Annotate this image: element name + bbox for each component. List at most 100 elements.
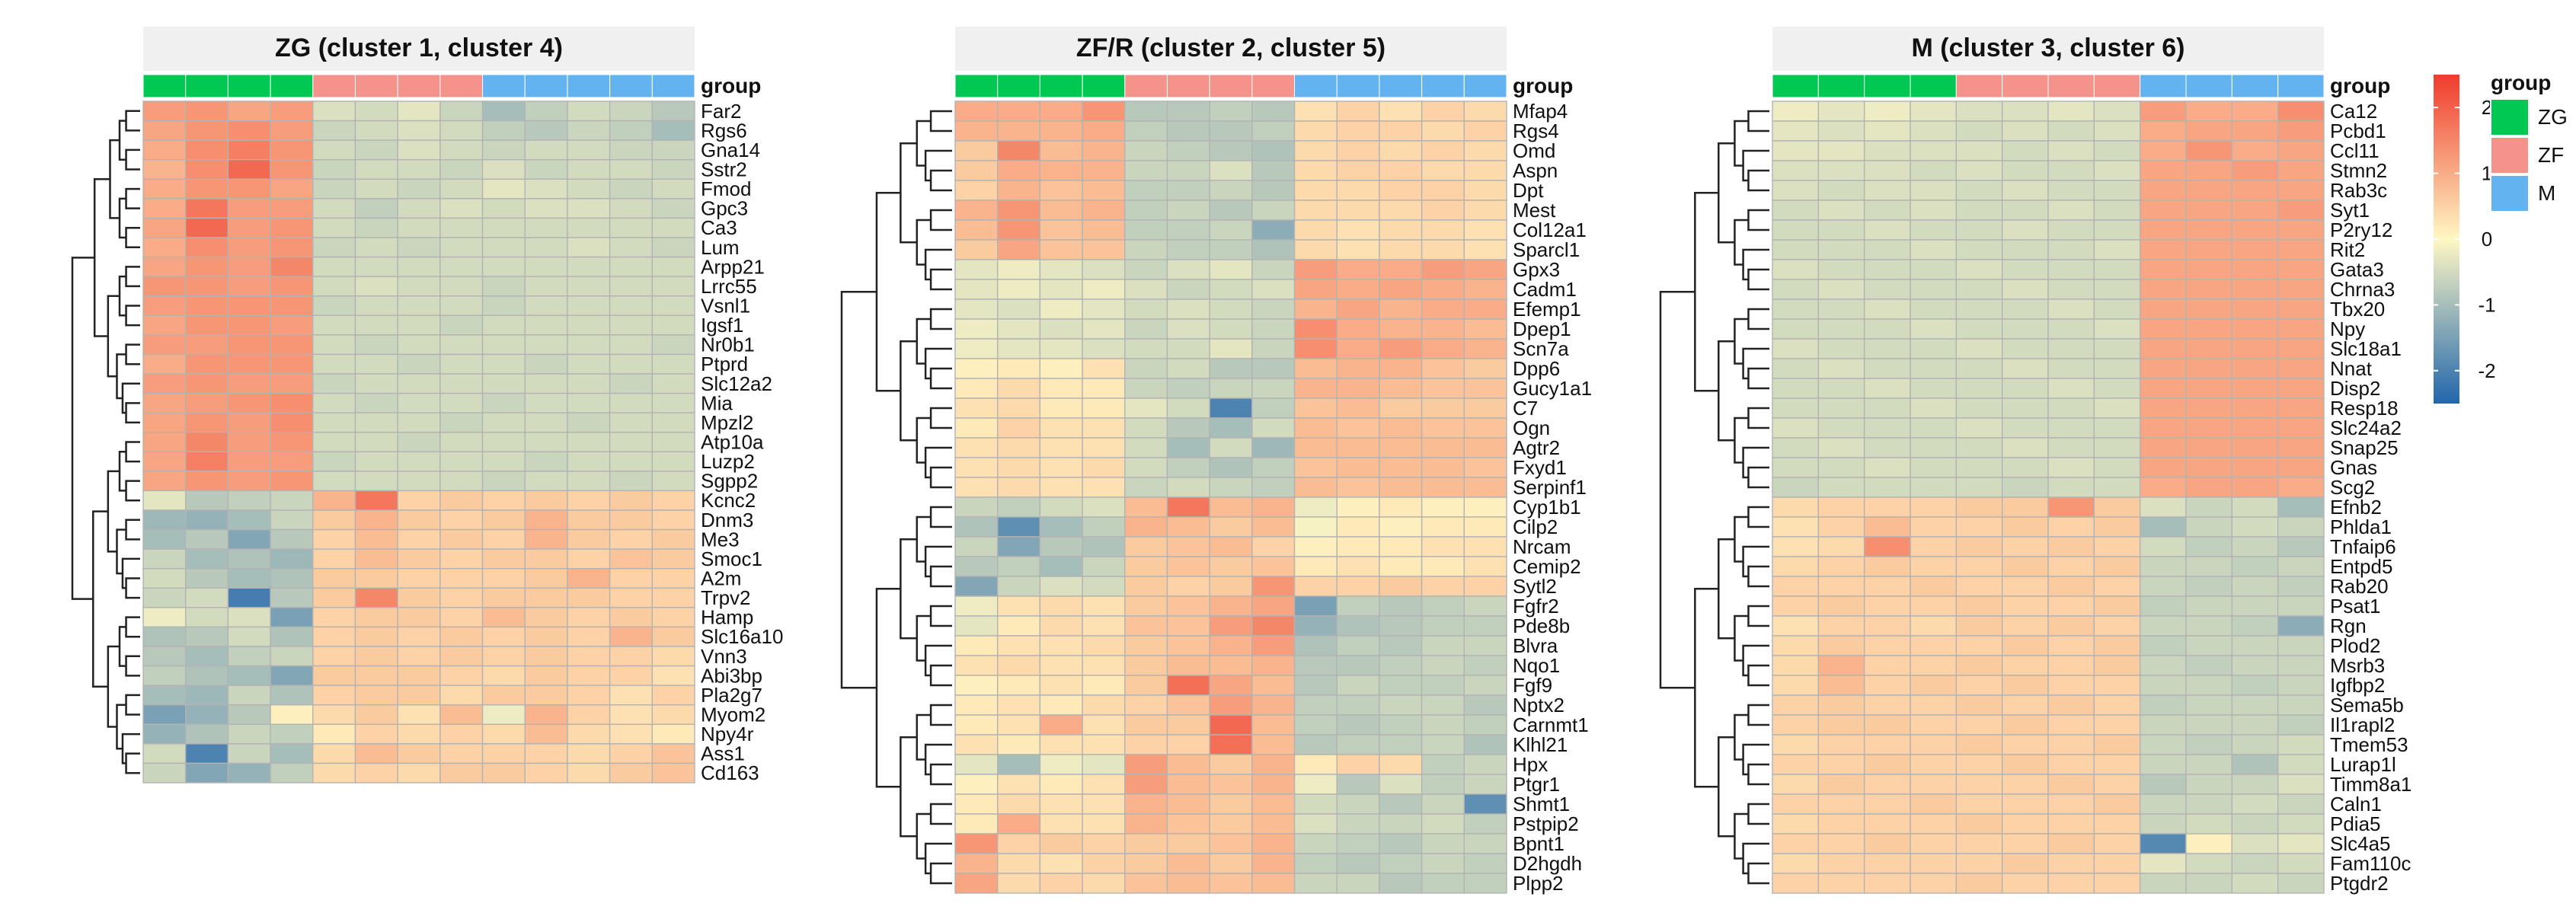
row-label: Sema5b — [2330, 694, 2404, 717]
heatmap-cell — [1910, 358, 1958, 379]
heatmap-cell — [2185, 120, 2233, 142]
heatmap-cell — [1463, 734, 1507, 755]
heatmap-cell — [1251, 734, 1296, 755]
heatmap-cell — [1293, 318, 1338, 340]
heatmap-cell — [1379, 180, 1423, 201]
heatmap-cell — [312, 626, 356, 647]
heatmap-cell — [1082, 318, 1126, 340]
heatmap-cell — [397, 314, 441, 336]
heatmap-cell — [1209, 477, 1253, 498]
heatmap-cell — [524, 509, 568, 531]
heatmap-cell — [2001, 556, 2049, 577]
heatmap-cell — [1955, 615, 2003, 637]
heatmap-cell — [1863, 496, 1911, 518]
dendrogram-branch — [924, 446, 952, 479]
dendrogram-branch — [116, 528, 126, 575]
heatmap-cell — [651, 178, 695, 199]
heatmap-cell — [2139, 437, 2187, 458]
heatmap-cell — [1166, 298, 1210, 320]
row-label: Dnm3 — [701, 509, 753, 531]
heatmap-cell — [1209, 813, 1253, 835]
color-scale-tick-label: 2 — [2482, 96, 2492, 119]
heatmap-cell — [312, 548, 356, 570]
heatmap-cell — [312, 334, 356, 356]
heatmap-cell — [1817, 793, 1865, 815]
heatmap-cell — [227, 432, 271, 452]
heatmap-cell — [2001, 378, 2049, 399]
row-label: Scn7a — [1513, 337, 1569, 360]
heatmap-cell — [2001, 734, 2049, 755]
heatmap-cell — [1039, 417, 1083, 439]
heatmap-cell — [2001, 358, 2049, 379]
heatmap-cell — [1772, 378, 1820, 399]
heatmap-cell — [567, 101, 611, 122]
heatmap-cell — [2139, 694, 2187, 716]
heatmap-cell — [524, 353, 568, 375]
heatmap-cell — [354, 509, 398, 531]
heatmap-cell — [2277, 219, 2325, 241]
heatmap-cell — [354, 139, 398, 161]
heatmap-cell — [481, 685, 526, 706]
heatmap-cell — [1379, 259, 1423, 280]
heatmap-cell — [2231, 516, 2279, 538]
heatmap-cell — [397, 120, 441, 141]
heatmap-cell — [1817, 417, 1865, 439]
heatmap-cell — [312, 665, 356, 686]
heatmap-cell — [1421, 298, 1465, 320]
heatmap-cell — [954, 873, 999, 894]
heatmap-cell — [1166, 477, 1210, 498]
group-annotation-cell — [2047, 74, 2095, 98]
heatmap-cell — [651, 256, 695, 277]
heatmap-cell — [1379, 417, 1423, 439]
heatmap-cell — [2139, 675, 2187, 696]
heatmap-cell — [2185, 556, 2233, 577]
row-label: C7 — [1513, 397, 1538, 420]
heatmap-cell — [1955, 358, 2003, 379]
heatmap-cell — [2047, 417, 2095, 439]
heatmap-cell — [1955, 754, 2003, 775]
heatmap-cell — [1955, 536, 2003, 557]
heatmap-cell — [312, 509, 356, 531]
heatmap-cell — [2001, 833, 2049, 854]
heatmap-cell — [2231, 694, 2279, 716]
heatmap-cell — [954, 675, 999, 696]
heatmap-cell — [1379, 556, 1423, 577]
row-label: Abi3bp — [701, 664, 762, 687]
heatmap-cell — [1772, 160, 1820, 181]
heatmap-cell — [2093, 417, 2141, 439]
heatmap-cell — [2093, 576, 2141, 597]
heatmap-cell — [1463, 813, 1507, 835]
heatmap-cell — [1463, 853, 1507, 874]
row-label: Gna14 — [701, 139, 760, 161]
heatmap-cell — [609, 392, 654, 413]
heatmap-cell — [1293, 140, 1338, 161]
heatmap-cell — [312, 528, 356, 550]
heatmap-cell — [1039, 536, 1083, 557]
heatmap-cell — [2185, 199, 2233, 221]
heatmap-cell — [397, 665, 441, 686]
heatmap-cell — [1421, 774, 1465, 795]
heatmap-cell — [1863, 714, 1911, 736]
heatmap-cell — [1910, 279, 1958, 300]
heatmap-cell — [1166, 279, 1210, 300]
heatmap-cell — [1251, 397, 1296, 419]
heatmap-cell — [2231, 279, 2279, 300]
heatmap-cell — [270, 237, 314, 258]
dendrogram-branch — [1734, 515, 1749, 563]
heatmap-cell — [1039, 873, 1083, 894]
heatmap-cell — [1910, 417, 1958, 439]
heatmap-cell — [954, 101, 999, 122]
heatmap-cell — [481, 490, 526, 511]
heatmap-cell — [312, 314, 356, 336]
heatmap-cell — [142, 237, 187, 258]
heatmap-cell — [1772, 417, 1820, 439]
row-label: Ccl11 — [2330, 139, 2379, 162]
heatmap-cell — [1379, 496, 1423, 518]
heatmap-cell — [142, 120, 187, 141]
heatmap-cell — [227, 295, 271, 316]
heatmap-cell — [1863, 754, 1911, 775]
heatmap-cell — [567, 139, 611, 161]
group-annotation-cell — [1955, 74, 2003, 98]
row-label: Klhl21 — [1513, 733, 1568, 756]
dendrogram-branch — [1694, 588, 1719, 788]
